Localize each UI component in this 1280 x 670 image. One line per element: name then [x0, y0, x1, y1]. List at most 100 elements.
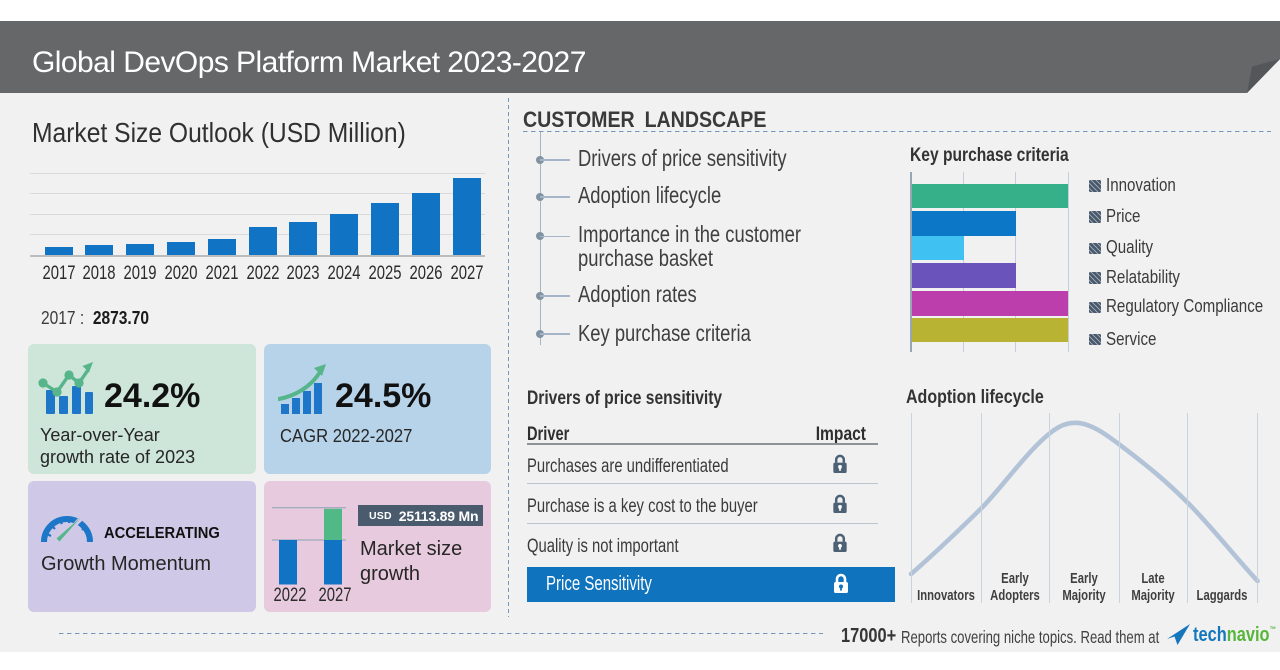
logo-trademark: ™ — [1269, 625, 1276, 634]
market-bar-2017 — [44, 247, 73, 255]
legend-label: Quality — [1105, 237, 1153, 258]
col-header-impact: Impact — [815, 423, 866, 445]
kpc-bar-relatability — [911, 263, 1016, 288]
market-bar-2022 — [248, 227, 277, 255]
year-label: 2023 — [286, 263, 320, 284]
legend-swatch-icon — [1089, 180, 1101, 192]
card-yoy-growth: 24.2% Year-over-Year growth rate of 2023 — [28, 344, 256, 474]
market-bar-2021 — [207, 239, 236, 255]
year-label: 2022 — [246, 263, 279, 284]
year-label: 2026 — [409, 263, 443, 284]
year-label: 2027 — [450, 263, 483, 284]
lifecycle-gridline — [1256, 412, 1258, 604]
table-row: Purchases are undifferentiated — [527, 456, 729, 477]
customer-landscape-heading: CUSTOMER LANDSCAPE — [523, 107, 767, 132]
lock-icon — [832, 533, 848, 558]
lifecycle-label: Laggards — [1196, 587, 1248, 604]
landscape-item: Importance in the customer purchase bask… — [578, 221, 801, 271]
kpc-gridline — [1068, 172, 1069, 352]
legend-label: Service — [1105, 328, 1156, 349]
market-bar-2026 — [411, 192, 440, 255]
market-bar-2019 — [126, 243, 155, 255]
card-market-size-growth: 2022 2027 USD 25113.89 Mn Market size gro… — [264, 481, 491, 612]
legend-label: Relatability — [1105, 267, 1180, 287]
growth-value-badge: USD 25113.89 Mn — [358, 505, 483, 526]
lifecycle-label: Innovators — [916, 587, 975, 604]
list-connector — [540, 196, 570, 198]
landscape-item: Key purchase criteria — [578, 319, 751, 346]
growth-arrow-icon — [278, 364, 326, 414]
lifecycle-gridline — [1118, 412, 1120, 604]
kpc-title: Key purchase criteria — [910, 144, 1069, 166]
kpc-bar-regulatory-compliance — [911, 291, 1068, 316]
base-year-value: 2017 : 2873.70 — [41, 307, 150, 328]
header-band — [0, 21, 1280, 93]
footer-dashed-line — [59, 633, 823, 635]
kpc-bar-service — [911, 317, 1068, 342]
technavio-logo[interactable]: technavio™ — [1167, 623, 1280, 647]
table-row: Purchase is a key cost to the buyer — [527, 495, 758, 517]
vertical-separator — [508, 98, 510, 617]
market-growth-mini-chart — [272, 507, 346, 585]
momentum-value: ACCELERATING — [104, 525, 220, 542]
legend-swatch-icon — [1089, 242, 1101, 255]
chart-gridline — [30, 213, 485, 215]
market-size-title: Market Size Outlook (USD Million) — [32, 117, 406, 148]
card-cagr: 24.5% CAGR 2022-2027 — [264, 344, 491, 474]
lock-icon — [832, 494, 848, 519]
report-count: 17000+ — [841, 624, 897, 647]
highlight-row[interactable]: Price Sensitivity — [527, 567, 895, 602]
badge-value: 25113.89 Mn — [398, 507, 479, 524]
list-connector — [540, 295, 570, 297]
lifecycle-gridline — [911, 412, 912, 604]
year-label: 2020 — [164, 263, 198, 284]
table-row: Quality is not important — [527, 535, 679, 557]
legend-swatch-icon — [1089, 272, 1101, 284]
growth-year-2027: 2027 — [318, 585, 352, 606]
badge-currency: USD — [369, 509, 392, 522]
bell-curve — [908, 420, 1260, 584]
lock-icon — [834, 573, 848, 593]
drivers-heading: Drivers of price sensitivity — [527, 387, 723, 409]
table-separator — [527, 483, 878, 484]
kpc-bar-quality — [911, 235, 964, 261]
market-bar-2023 — [289, 221, 318, 255]
heading-dashed-underline — [523, 131, 1271, 133]
year-label: 2025 — [368, 263, 402, 284]
lifecycle-title: Adoption lifecycle — [906, 386, 1044, 408]
kpc-gridline — [1015, 172, 1017, 352]
market-bar-2024 — [330, 214, 359, 255]
footer-text: Reports covering niche topics. Read them… — [901, 627, 1160, 647]
lock-icon — [832, 454, 848, 479]
kpc-y-axis — [910, 172, 912, 352]
cagr-value: 24.5% — [335, 377, 432, 415]
year-label: 2024 — [327, 263, 361, 284]
year-label: 2017 — [42, 263, 75, 284]
kpc-bar-innovation — [911, 183, 1068, 209]
highlight-row-label: Price Sensitivity — [546, 573, 652, 595]
chart-gridline — [30, 193, 485, 194]
legend-swatch-icon — [1089, 333, 1101, 346]
speedometer-icon — [41, 516, 93, 544]
growth-year-2022: 2022 — [273, 585, 307, 606]
logo-tech: tech — [1193, 623, 1227, 646]
kpc-gridline — [962, 172, 964, 352]
legend-label: Innovation — [1105, 175, 1176, 195]
lifecycle-gridline — [980, 412, 982, 604]
chart-gridline — [30, 172, 485, 174]
legend-swatch-icon — [1089, 211, 1101, 223]
page-title: Global DevOps Platform Market 2023-2027 — [32, 46, 586, 79]
landscape-item: Drivers of price sensitivity — [578, 145, 787, 172]
landscape-item: Adoption rates — [578, 281, 697, 308]
landscape-item: Adoption lifecycle — [578, 181, 722, 208]
card-growth-momentum: ACCELERATING Growth Momentum — [28, 481, 256, 612]
momentum-label: Growth Momentum — [41, 553, 212, 575]
lifecycle-gridline — [1187, 412, 1189, 604]
kpc-bar-price — [911, 211, 1016, 236]
col-header-driver: Driver — [527, 423, 570, 445]
legend-label: Regulatory Compliance — [1105, 296, 1263, 317]
list-connector — [540, 333, 570, 335]
table-header-rule — [527, 443, 878, 445]
year-label: 2021 — [205, 263, 239, 284]
